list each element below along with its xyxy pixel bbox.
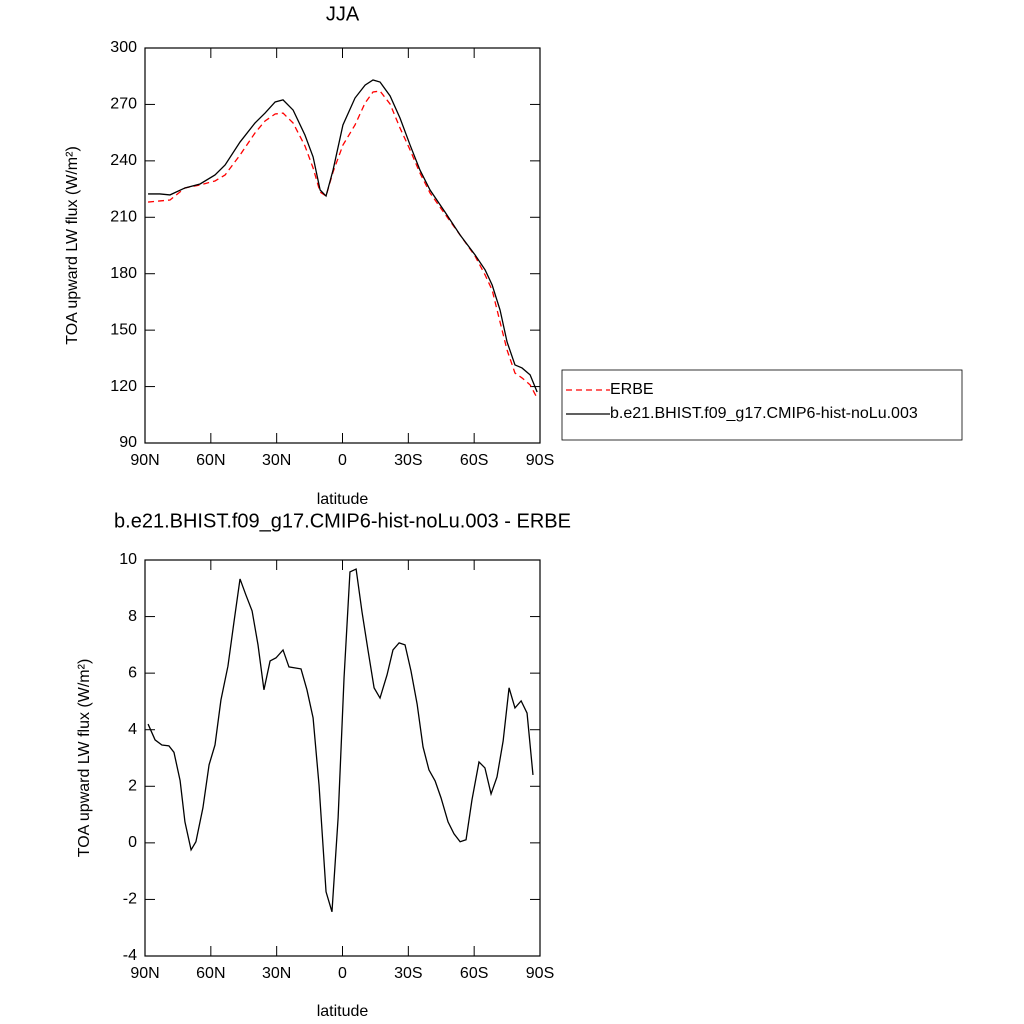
x-axis-label: latitude: [317, 1003, 369, 1020]
x-tick-label: 30N: [262, 965, 291, 982]
x-tick-label: 0: [338, 965, 347, 982]
y-tick-label: 270: [110, 96, 137, 113]
y-tick-label: 10: [119, 551, 137, 568]
x-tick-label: 30N: [262, 452, 291, 469]
data-line: [147, 568, 534, 913]
data-line: [148, 90, 538, 399]
y-tick-label: 120: [110, 378, 137, 395]
y-tick-label: 150: [110, 321, 137, 338]
y-tick-label: -4: [123, 947, 137, 964]
x-tick-label: 90S: [526, 965, 554, 982]
x-tick-label: 60N: [196, 452, 225, 469]
y-tick-label: -2: [123, 891, 137, 908]
data-line: [148, 79, 538, 393]
y-tick-label: 300: [110, 39, 137, 56]
chart-title: JJA: [326, 3, 360, 25]
y-tick-label: 0: [128, 834, 137, 851]
plot-frame: [144, 559, 541, 957]
x-tick-label: 90N: [130, 452, 159, 469]
y-tick-label: 210: [110, 209, 137, 226]
y-tick-label: 90: [119, 434, 137, 451]
y-tick-label: 240: [110, 152, 137, 169]
x-tick-label: 30S: [394, 965, 422, 982]
x-tick-label: 60N: [196, 965, 225, 982]
x-tick-label: 90N: [130, 965, 159, 982]
y-tick-label: 2: [128, 778, 137, 795]
x-tick-label: 60S: [460, 452, 488, 469]
chart-title: b.e21.BHIST.f09_g17.CMIP6-hist-noLu.003 …: [114, 510, 571, 532]
x-tick-label: 30S: [394, 452, 422, 469]
legend-box: [561, 369, 963, 441]
y-tick-label: 6: [128, 664, 137, 681]
x-tick-label: 90S: [526, 452, 554, 469]
y-tick-label: 8: [128, 608, 137, 625]
x-axis-label: latitude: [317, 491, 369, 508]
legend-label: ERBE: [610, 381, 654, 398]
plot-frame: [144, 47, 541, 444]
y-axis-label: TOA upward LW flux (W/m²): [64, 146, 81, 345]
y-tick-label: 180: [110, 265, 137, 282]
x-tick-label: 0: [338, 452, 347, 469]
y-axis-label: TOA upward LW flux (W/m²): [76, 659, 93, 858]
legend-label: b.e21.BHIST.f09_g17.CMIP6-hist-noLu.003: [610, 405, 918, 422]
y-tick-label: 4: [128, 721, 137, 738]
x-tick-label: 60S: [460, 965, 488, 982]
